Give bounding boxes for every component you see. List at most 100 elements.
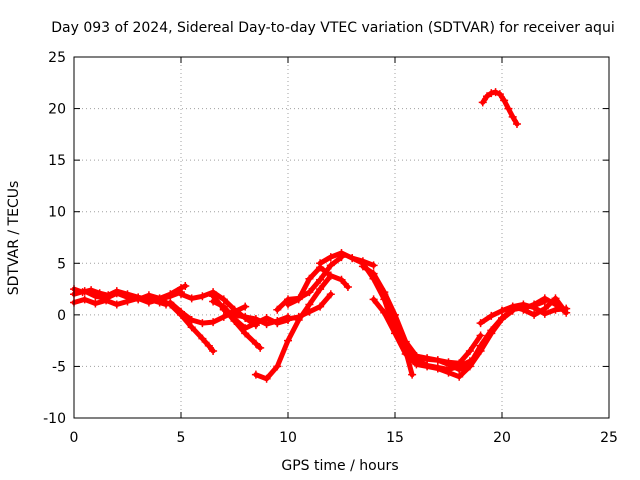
data-point (412, 360, 421, 369)
data-point (498, 313, 506, 322)
data-point (326, 261, 335, 270)
data-point (508, 302, 517, 311)
data-point (491, 88, 500, 97)
series-arc-9 (209, 292, 265, 352)
data-point (219, 312, 228, 321)
y-tick-label: -10 (43, 411, 66, 427)
data-point (134, 293, 143, 302)
data-point (305, 274, 314, 283)
x-tick-label: 10 (279, 430, 297, 446)
data-point (500, 96, 509, 105)
data-point (455, 372, 464, 381)
data-point (504, 104, 513, 113)
series-arc-13 (273, 290, 335, 328)
data-point (530, 300, 539, 309)
data-point (433, 364, 442, 373)
data-point (123, 297, 132, 306)
x-axis-label: GPS time / hours (281, 458, 398, 474)
chart-title: Day 093 of 2024, Sidereal Day-to-day VTE… (51, 20, 614, 36)
data-point (444, 368, 453, 377)
data-point (102, 296, 111, 305)
y-axis-ticks: -10 -5 0 5 10 15 20 25 (43, 50, 609, 427)
data-point (391, 329, 399, 338)
data-point (369, 261, 378, 270)
x-axis-ticks: 0 5 10 15 20 25 (70, 57, 618, 446)
data-point (256, 343, 265, 352)
data-point (508, 112, 517, 121)
data-point (273, 305, 282, 314)
data-point (273, 362, 282, 371)
series-arc-12 (284, 263, 352, 309)
y-tick-label: 0 (57, 308, 66, 324)
data-point (348, 254, 357, 263)
x-tick-label: 20 (493, 430, 511, 446)
x-tick-label: 0 (70, 430, 79, 446)
data-point (251, 370, 260, 379)
series-arc-23 (478, 88, 521, 129)
data-point (326, 271, 335, 280)
data-point (187, 323, 196, 332)
data-point (560, 306, 569, 315)
data-point (284, 336, 292, 345)
data-point (540, 294, 549, 303)
data-marks (70, 88, 571, 383)
data-point (540, 304, 549, 313)
data-point (251, 339, 260, 348)
data-point (219, 295, 228, 304)
plot-frame (73, 56, 610, 419)
data-point (284, 300, 292, 309)
data-point (391, 316, 399, 325)
data-point (487, 89, 496, 98)
data-point (455, 365, 464, 374)
series-trace (253, 273, 334, 382)
data-point (204, 341, 213, 350)
data-point (369, 295, 378, 304)
data-point (495, 90, 504, 99)
data-point (209, 346, 218, 355)
data-point (294, 312, 303, 321)
data-point (187, 294, 196, 303)
y-tick-label: -5 (52, 359, 66, 375)
data-point (380, 308, 389, 317)
data-point (294, 295, 303, 304)
data-point (465, 360, 474, 369)
data-point (177, 290, 185, 299)
data-point (465, 346, 474, 355)
y-tick-label: 5 (57, 256, 66, 272)
series-arc-22 (519, 294, 569, 315)
data-point (326, 290, 335, 299)
data-point (380, 290, 389, 299)
data-point (498, 306, 506, 315)
data-point (209, 318, 218, 327)
data-point (408, 370, 417, 379)
data-point (478, 98, 487, 107)
data-point (187, 316, 196, 325)
data-point (241, 302, 250, 311)
y-tick-label: 15 (48, 153, 66, 169)
data-point (155, 295, 164, 304)
data-point (519, 304, 528, 313)
data-point (144, 295, 153, 304)
data-point (401, 350, 410, 359)
data-point (316, 275, 325, 284)
data-point (423, 354, 432, 363)
data-point (476, 341, 485, 350)
data-point (112, 287, 121, 296)
data-point (251, 314, 260, 323)
data-point (305, 307, 314, 316)
series-arc-4 (155, 295, 218, 355)
data-point (326, 253, 335, 262)
data-point (316, 302, 325, 311)
data-point (483, 92, 492, 101)
data-point (177, 307, 185, 316)
data-point (241, 329, 250, 338)
data-point (358, 262, 367, 271)
y-axis-label: SDTVAR / TECUs (6, 181, 22, 296)
data-point (262, 320, 271, 329)
data-point (78, 288, 87, 297)
data-point (412, 352, 421, 361)
data-point (530, 310, 539, 319)
data-point (123, 290, 132, 299)
data-point (262, 374, 271, 383)
